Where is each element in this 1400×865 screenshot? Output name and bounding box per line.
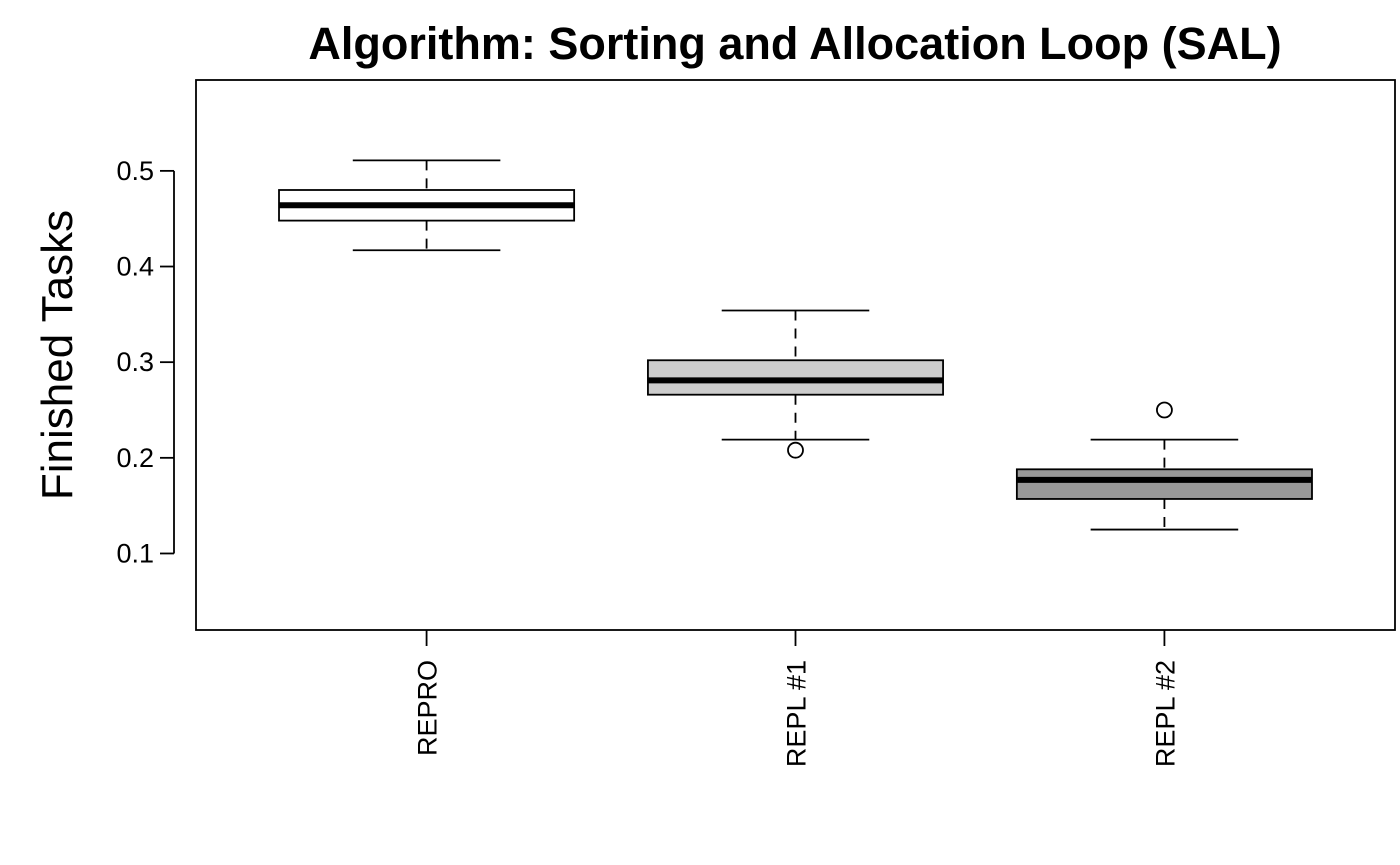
box-iqr [1015, 468, 1313, 500]
x-axis: REPRO REPL #1 REPL #2 [413, 630, 1180, 767]
x-tick-label: REPRO [413, 660, 443, 756]
boxes-layer [278, 159, 1313, 531]
outlier-point [787, 441, 804, 459]
y-axis: 0.1 0.2 0.3 0.4 0.5 [116, 156, 175, 568]
y-tick-label: 0.3 [116, 347, 154, 377]
y-tick-label: 0.1 [116, 538, 154, 568]
x-tick-label: REPL #1 [782, 660, 812, 767]
chart-title: Algorithm: Sorting and Allocation Loop (… [308, 18, 1281, 69]
y-tick-label: 0.2 [116, 443, 154, 473]
y-tick-label: 0.4 [116, 252, 154, 282]
y-axis-label: Finished Tasks [33, 210, 82, 500]
box-group [647, 309, 944, 459]
y-tick-label: 0.5 [116, 156, 154, 186]
outlier-point [1156, 401, 1173, 419]
x-tick-label: REPL #2 [1150, 660, 1180, 767]
box-group [278, 159, 576, 252]
box-group [1015, 401, 1313, 531]
